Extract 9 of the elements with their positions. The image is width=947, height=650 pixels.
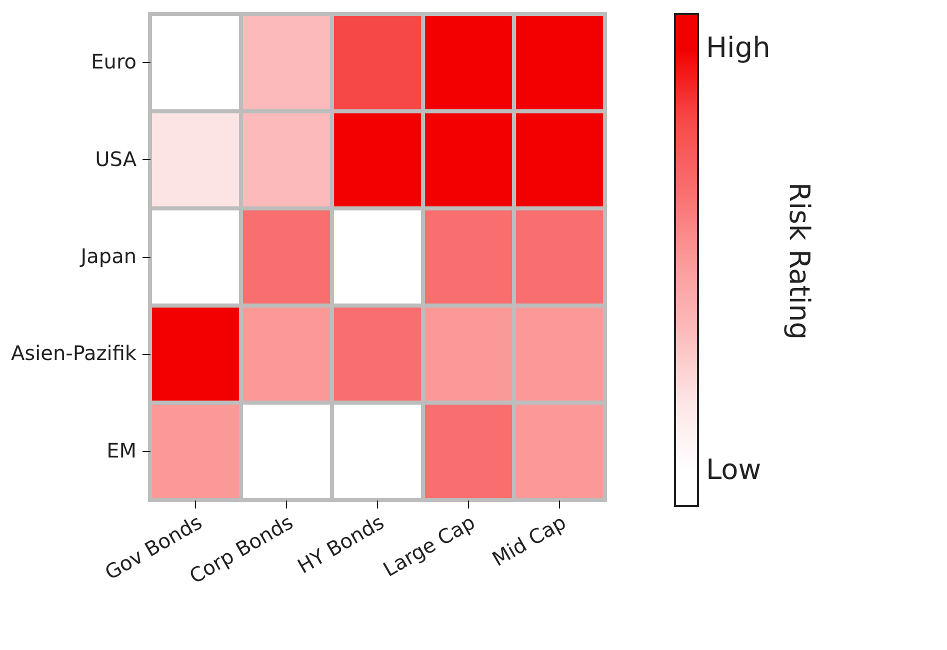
color-bar-title: Risk Rating <box>783 182 816 340</box>
y-tick-label: EM <box>106 438 136 462</box>
y-tick-label: Japan <box>78 244 136 268</box>
color-bar-label: Low <box>706 452 762 486</box>
x-tick-label: Mid Cap <box>488 510 570 572</box>
y-tick-label: Euro <box>91 50 136 74</box>
y-tick-label: USA <box>95 146 137 171</box>
y-tick-label: Asien-Pazifik <box>10 341 137 366</box>
color-bar-label: High <box>706 31 770 64</box>
